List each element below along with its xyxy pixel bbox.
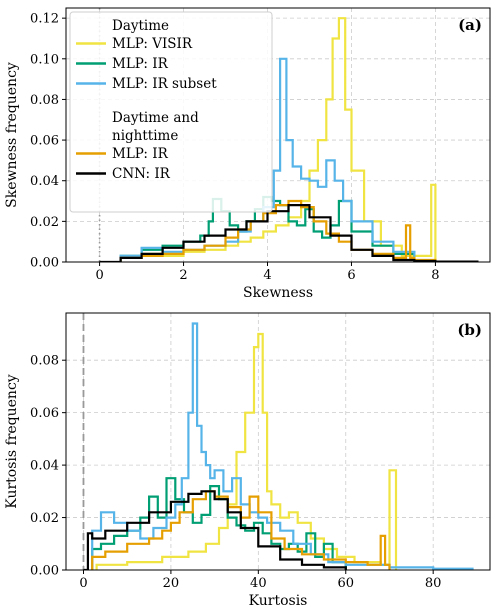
x-tick-label: 4 (263, 268, 271, 283)
y-tick-label: 0.02 (30, 511, 59, 526)
x-tick-label: 40 (250, 576, 267, 591)
legend-group-title: nighttime (112, 128, 178, 144)
x-tick-label: 6 (347, 268, 355, 283)
series-mlp-visir (119, 17, 437, 262)
panel-label: (b) (457, 321, 482, 339)
legend-entry: MLP: IR subset (112, 76, 217, 92)
legend-group-title: Daytime and (112, 110, 199, 126)
y-tick-label: 0.06 (30, 134, 59, 149)
y-tick-label: 0.04 (30, 459, 59, 474)
y-tick-label: 0.12 (30, 12, 59, 27)
series-mlp-ir-daytime-and-nighttime (119, 199, 437, 262)
y-tick-label: 0.00 (30, 256, 59, 271)
y-axis-label: Kurtosis frequency (4, 374, 20, 508)
x-tick-label: 8 (431, 268, 439, 283)
legend-group-title: Daytime (112, 18, 169, 34)
series-group (99, 17, 479, 262)
legend-box (69, 11, 273, 213)
legend: Daytime MLP: VISIR MLP: IR MLP: IR subset Da… (69, 11, 273, 213)
x-tick-label: 80 (425, 576, 442, 591)
y-tick-label: 0.08 (30, 93, 59, 108)
panel-a: 0 2 4 6 8 0.00 0.02 0.04 0.06 0.08 0.10 0.12 Skewnes… (4, 7, 491, 301)
series-cnn-ir (83, 490, 347, 570)
series-mlp-ir-daytime (91, 477, 347, 570)
series-group (83, 322, 474, 570)
x-tick-label: 20 (163, 576, 180, 591)
x-tick-label: 0 (95, 268, 103, 283)
legend-entry: MLP: IR (112, 146, 169, 162)
panel-label: (a) (458, 16, 482, 34)
series-mlp-ir-subset (91, 322, 474, 570)
series-cnn-ir (99, 204, 479, 262)
y-tick-label: 0.08 (30, 354, 59, 369)
x-tick-label: 60 (337, 576, 354, 591)
plot-frame (65, 312, 491, 571)
x-axis-label: Kurtosis (249, 593, 308, 609)
y-tick-label: 0.02 (30, 215, 59, 230)
grid (66, 313, 490, 571)
series-mlp-visir (95, 332, 398, 570)
plot-frame (65, 7, 491, 263)
x-tick-label: 0 (79, 576, 87, 591)
panel-b: 0 20 40 60 80 0.00 0.02 0.04 0.06 0.08 Kurtosis Kur… (4, 312, 491, 609)
y-tick-label: 0.04 (30, 174, 59, 189)
legend-entry: MLP: IR (112, 56, 169, 72)
y-tick-label: 0.00 (30, 564, 59, 579)
x-tick-label: 2 (179, 268, 187, 283)
y-axis-label: Skewness frequency (4, 62, 20, 208)
legend-entry: MLP: VISIR (112, 36, 193, 52)
y-tick-label: 0.06 (30, 406, 59, 421)
legend-entry: CNN: IR (112, 166, 171, 182)
y-tick-label: 0.10 (30, 52, 59, 67)
x-axis-label: Skewness (243, 285, 313, 301)
